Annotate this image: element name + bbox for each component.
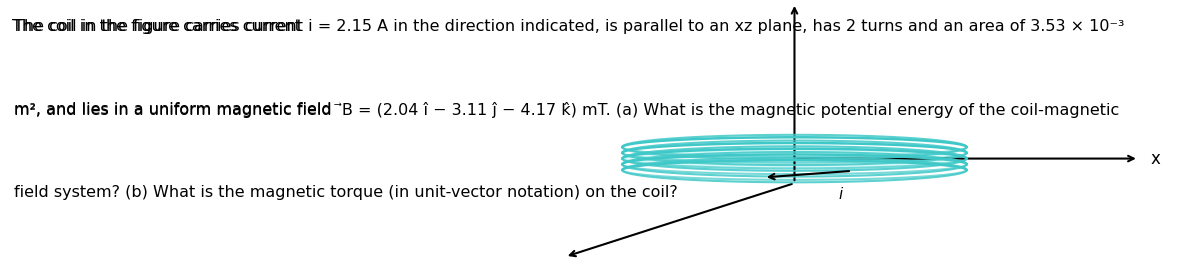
Text: The coil in the figure carries current: The coil in the figure carries current: [12, 19, 306, 34]
Text: i: i: [838, 187, 843, 202]
Text: The coil in the figure carries current i = 2.15 A in the direction indicated, is: The coil in the figure carries current i…: [14, 19, 1125, 34]
Text: z: z: [537, 265, 546, 268]
Text: field system? (b) What is the magnetic torque (in unit-vector notation) on the c: field system? (b) What is the magnetic t…: [14, 185, 678, 200]
Text: x: x: [1150, 150, 1161, 168]
Text: m², and lies in a uniform magnetic field: m², and lies in a uniform magnetic field: [14, 102, 337, 117]
Text: m², and lies in a uniform magnetic field  ⃗B = (2.04 î − 3.11 ĵ − 4.17 k̂) mT. (: m², and lies in a uniform magnetic field…: [14, 102, 1119, 118]
